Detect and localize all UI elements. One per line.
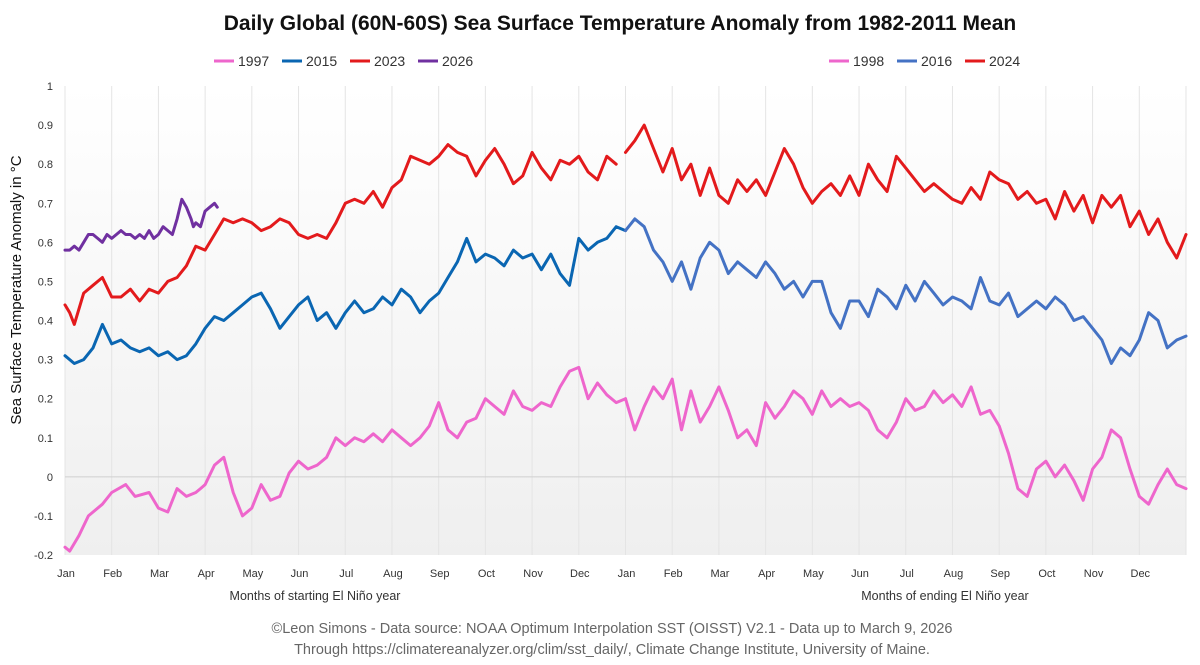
series-line-1997 xyxy=(63,365,627,553)
x-tick-label: Jul xyxy=(900,568,914,580)
x-tick-label: Jul xyxy=(339,568,353,580)
gridlines xyxy=(64,86,1187,555)
legend-label-2015: 2015 xyxy=(306,53,337,69)
y-tick-label: 0.2 xyxy=(38,394,53,406)
x-tick-label: May xyxy=(242,568,263,580)
x-tick-label: Mar xyxy=(710,568,729,580)
x-tick-label: Apr xyxy=(758,568,775,580)
x-tick-label: Feb xyxy=(664,568,683,580)
y-axis-label: Sea Surface Temperature Anomaly in °C xyxy=(8,155,25,424)
x-axis-label-ending-year: Months of ending El Niño year xyxy=(861,589,1028,603)
x-axis-label-starting-year: Months of starting El Niño year xyxy=(230,589,401,603)
y-tick-label: 0.4 xyxy=(38,316,53,328)
y-tick-label: -0.2 xyxy=(34,550,53,562)
y-tick-label: 0 xyxy=(47,472,53,484)
x-tick-label: Dec xyxy=(570,568,590,580)
series-lines xyxy=(63,123,1188,553)
x-tick-label: Feb xyxy=(103,568,122,580)
x-tick-label: Nov xyxy=(523,568,543,580)
x-axis-ticks: Jan Feb Mar Apr May Jun Jul Aug Sep Oct Nov Dec Jan F… xyxy=(57,568,1150,580)
x-tick-label: Jan xyxy=(618,568,636,580)
x-tick-label: Aug xyxy=(944,568,964,580)
series-line-2023 xyxy=(63,143,618,326)
series-line-2015 xyxy=(63,225,627,365)
legend-label-1997: 1997 xyxy=(238,53,269,69)
series-line-1998 xyxy=(624,377,1188,506)
chart-title: Daily Global (60N-60S) Sea Surface Tempe… xyxy=(224,12,1016,35)
x-tick-label: Mar xyxy=(150,568,169,580)
x-tick-label: Aug xyxy=(383,568,403,580)
x-tick-label: Nov xyxy=(1084,568,1104,580)
x-tick-label: Apr xyxy=(198,568,215,580)
x-tick-label: Dec xyxy=(1131,568,1151,580)
x-tick-label: Sep xyxy=(430,568,450,580)
y-tick-label: 1 xyxy=(47,81,53,93)
y-tick-label: 0.3 xyxy=(38,355,53,367)
x-tick-label: Jun xyxy=(851,568,869,580)
legend-label-2016: 2016 xyxy=(921,53,952,69)
y-tick-label: 0.7 xyxy=(38,198,53,210)
x-tick-label: May xyxy=(803,568,824,580)
legend-label-2024: 2024 xyxy=(989,53,1020,69)
credit-line-2: Through https://climatereanalyzer.org/cl… xyxy=(294,642,930,658)
series-line-2024 xyxy=(624,123,1188,260)
y-tick-label: 0.9 xyxy=(38,120,53,132)
credit-line-1: ©Leon Simons - Data source: NOAA Optimum… xyxy=(272,621,953,637)
x-tick-label: Jan xyxy=(57,568,75,580)
y-tick-label: 0.6 xyxy=(38,237,53,249)
legend-label-2023: 2023 xyxy=(374,53,405,69)
x-tick-label: Sep xyxy=(990,568,1010,580)
x-tick-label: Jun xyxy=(291,568,309,580)
series-line-2016 xyxy=(624,217,1188,365)
x-tick-label: Oct xyxy=(1038,568,1055,580)
y-tick-label: 0.1 xyxy=(38,433,53,445)
x-tick-label: Oct xyxy=(478,568,495,580)
y-tick-label: -0.1 xyxy=(34,511,53,523)
y-tick-label: 0.8 xyxy=(38,159,53,171)
y-axis-ticks: -0.2 -0.1 0 0.1 0.2 0.3 0.4 0.5 0.6 0.7 0.8 0.9 1 xyxy=(34,81,53,562)
series-line-2026 xyxy=(63,197,219,252)
legend-label-2026: 2026 xyxy=(442,53,473,69)
legend: 1997 2015 2023 2026 1998 2016 2024 xyxy=(214,53,1020,69)
y-tick-label: 0.5 xyxy=(38,276,53,288)
legend-label-1998: 1998 xyxy=(853,53,884,69)
